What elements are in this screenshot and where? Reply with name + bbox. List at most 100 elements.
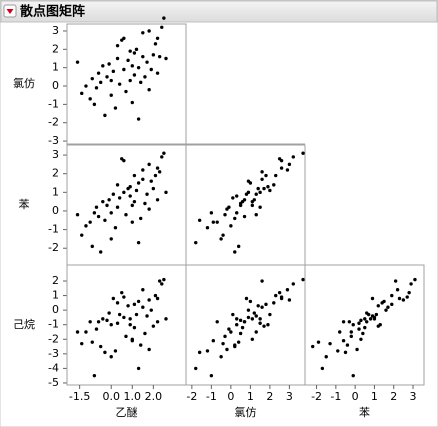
point [277,290,282,295]
x-tick-label: 0.0 [102,390,120,403]
point [227,327,231,331]
y-tick-label: 1 [52,185,59,198]
panel [185,264,306,386]
x-tick-label: 0 [227,390,234,403]
point [246,179,251,183]
point [107,62,111,66]
point [132,325,137,330]
point [92,211,97,215]
point [130,100,134,105]
point [147,162,151,167]
x-axis-title: 乙醚 [116,405,138,419]
point [105,318,109,323]
point [413,277,417,282]
point [254,192,258,196]
point [157,170,162,174]
point [235,317,239,321]
point [120,290,124,295]
point [279,158,284,163]
point [162,151,166,155]
point [132,51,137,55]
point [235,211,239,215]
point [357,321,361,325]
point [328,341,332,346]
point [370,314,375,318]
point [405,295,409,299]
point [242,214,247,219]
point [149,67,153,72]
point [109,93,113,97]
point [266,185,270,189]
point [155,71,160,75]
row-label: 氯仿 [13,76,35,90]
point [366,312,371,317]
point [113,226,118,230]
point [107,198,111,202]
point [103,350,107,355]
point [262,324,266,328]
point [115,56,120,61]
x-axis-title: 苯 [359,405,370,419]
point [155,320,160,324]
point [390,293,394,298]
x-tick-label: -1.5 [69,390,90,403]
point [141,31,145,35]
point [94,205,99,209]
point [370,296,375,301]
point [211,339,216,343]
point [153,42,158,46]
point [355,347,359,352]
point [256,186,260,191]
y-tick-label: -1 [48,97,59,110]
point [157,279,162,283]
point [147,87,151,92]
point [341,320,346,324]
point [155,198,160,202]
x-tick-label: -1 [330,390,341,403]
point [272,183,276,187]
point [143,201,147,206]
point [231,312,235,317]
point [236,340,241,344]
x-tick-label: 0 [352,390,359,403]
point [136,366,141,371]
point [122,67,126,72]
point [246,190,251,195]
point [94,86,99,90]
point [279,296,284,301]
point [136,240,141,245]
point [101,199,105,204]
y-tick-label: 0 [52,303,59,316]
point [109,78,113,83]
panel [185,144,306,266]
point [126,304,130,308]
y-tick-label: -3 [48,347,59,360]
point [211,220,216,224]
chart-title: 散点图矩阵 [20,4,85,20]
point [90,244,94,249]
point [197,218,202,222]
point [256,304,260,308]
point [96,71,101,75]
point [147,298,151,302]
point [162,16,166,20]
point [231,196,235,200]
point [250,203,255,208]
point [397,296,402,301]
point [155,166,160,170]
point [205,349,210,353]
point [115,301,120,305]
point [124,334,128,339]
point [113,106,118,110]
row-label: 己烷 [13,317,35,331]
panel [66,144,187,266]
point [221,341,225,346]
point [229,224,233,228]
point [359,337,363,341]
point [252,311,256,315]
point [205,226,210,230]
point [105,75,109,79]
point [235,194,239,198]
point [122,315,126,320]
